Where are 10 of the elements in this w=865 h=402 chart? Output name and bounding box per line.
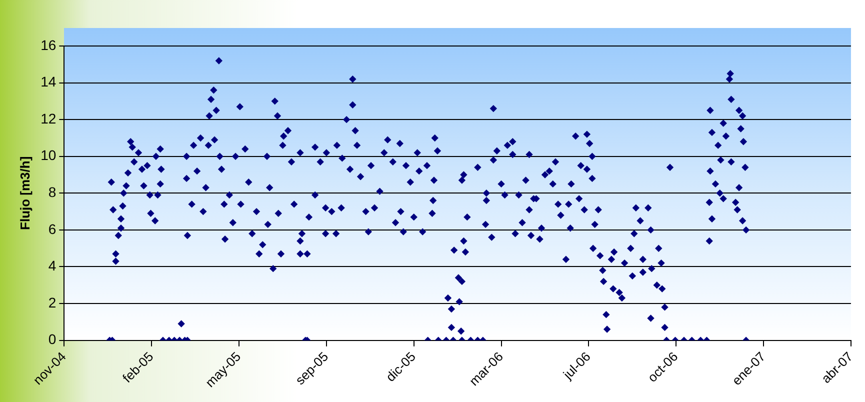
y-tick-label: 8 bbox=[48, 184, 56, 200]
y-tick-label: 0 bbox=[48, 331, 56, 348]
y-axis-title: Flujo [m3/h] bbox=[17, 156, 32, 230]
y-tick-label: 2 bbox=[48, 294, 56, 310]
y-tick-label: 12 bbox=[40, 110, 56, 126]
y-tick-label: 10 bbox=[40, 147, 56, 164]
y-tick-label: 16 bbox=[40, 36, 56, 53]
y-tick-label: 6 bbox=[48, 220, 56, 237]
y-tick-label: 4 bbox=[48, 258, 56, 274]
y-tick-label: 14 bbox=[40, 74, 56, 90]
